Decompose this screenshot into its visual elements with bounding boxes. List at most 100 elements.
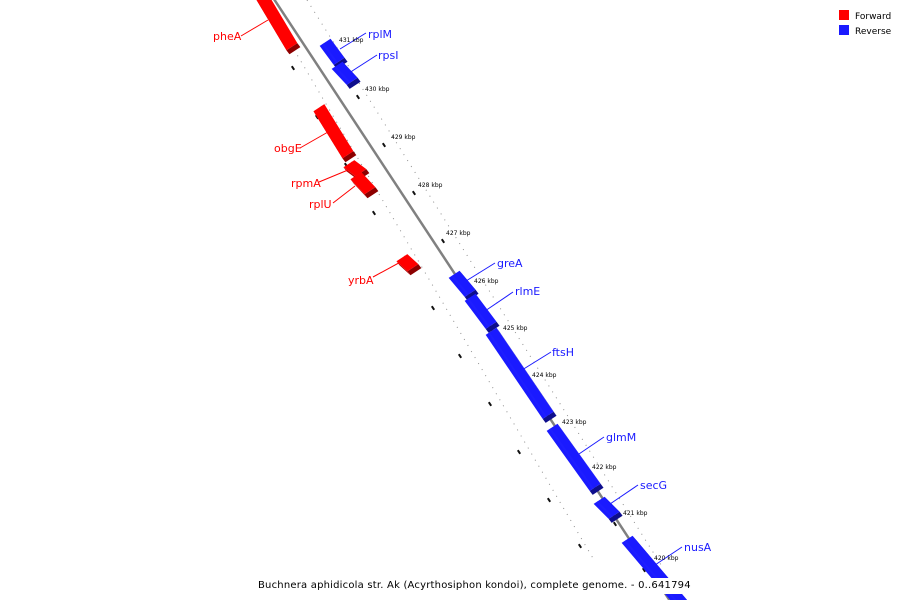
forward-legend-swatch	[839, 10, 849, 20]
legend: Forward Reverse	[839, 10, 892, 37]
gene-shadow	[557, 423, 604, 488]
axis-tick	[641, 567, 647, 573]
gene-label-obgE[interactable]: obgE	[274, 142, 302, 155]
gene-leader-line	[240, 19, 269, 37]
gene-label-rplM[interactable]: rplM	[368, 28, 392, 41]
gene-highlight	[549, 428, 594, 490]
axis-tick	[440, 238, 446, 244]
gene-body	[396, 254, 419, 272]
gene-leader-line	[348, 54, 378, 74]
gene-rplU[interactable]	[350, 172, 379, 199]
forward-guide-line	[264, 0, 595, 561]
genome-caption: Buchnera aphidicola str. Ak (Acyrthosiph…	[258, 580, 691, 591]
gene-label-secG[interactable]: secG	[640, 479, 667, 492]
gene-label-rplU[interactable]: rplU	[309, 198, 332, 211]
gene-body	[313, 104, 354, 159]
gene-shadow	[485, 321, 500, 333]
axis-tick	[457, 353, 463, 359]
gene-shadow	[542, 411, 557, 423]
gene-leader-line	[609, 484, 639, 505]
forward-legend-label: Forward	[855, 12, 891, 22]
gene-body	[546, 423, 601, 491]
gene-highlight	[357, 173, 373, 190]
gene-shadow	[396, 261, 411, 276]
gene-shadow	[346, 77, 361, 89]
gene-body	[331, 61, 358, 85]
gene-leader-line	[299, 131, 329, 149]
axis-tick	[430, 305, 436, 311]
gene-highlight	[451, 275, 469, 296]
axis-tick	[371, 210, 377, 216]
kbp-label: 428 kbp	[418, 182, 443, 189]
gene-label-nusA[interactable]: nusA	[684, 541, 712, 554]
gene-label-rpmA[interactable]: rpmA	[291, 177, 321, 190]
gene-yrbA[interactable]	[396, 254, 422, 276]
gene-highlight	[334, 66, 351, 84]
gene-shadow	[496, 327, 557, 416]
gene-shadow	[342, 151, 357, 163]
gene-ftsH[interactable]	[485, 327, 557, 423]
gene-highlight	[403, 255, 416, 267]
reverse-legend-label: Reverse	[855, 27, 892, 37]
gene-highlight	[350, 161, 364, 173]
axis-tick	[516, 449, 522, 455]
gene-shadow	[608, 511, 623, 523]
gene-label-greA[interactable]: greA	[497, 257, 523, 270]
gene-highlight	[596, 501, 613, 518]
gene-body	[448, 270, 476, 297]
kbp-label: 423 kbp	[562, 419, 587, 426]
gene-body	[343, 160, 367, 177]
gene-glmM[interactable]	[546, 423, 604, 495]
gene-pheA[interactable]	[255, 0, 301, 55]
gene-body	[485, 327, 554, 419]
kbp-label: 427 kbp	[446, 230, 471, 237]
gene-shadow	[407, 264, 422, 276]
kbp-label: 424 kbp	[532, 372, 557, 379]
gene-highlight	[467, 298, 490, 328]
gene-highlight	[488, 332, 547, 418]
kbp-label: 425 kbp	[503, 325, 528, 332]
gene-leader-line	[575, 436, 605, 457]
axis-tick	[290, 65, 296, 71]
gene-label-yrbA[interactable]: yrbA	[348, 274, 374, 287]
gene-shadow	[330, 38, 348, 62]
axis-tick	[546, 497, 552, 503]
gene-highlight	[322, 43, 338, 64]
axis-tick	[577, 543, 583, 549]
gene-highlight	[320, 105, 351, 154]
gene-leader-line	[484, 291, 514, 312]
gene-shadow	[350, 179, 368, 199]
gene-shadow	[286, 43, 301, 55]
axis-tick	[612, 521, 618, 527]
axis-tick	[487, 401, 493, 407]
gene-leader-line	[332, 185, 356, 204]
gene-label-rpsI[interactable]: rpsI	[378, 49, 398, 62]
gene-rpsI[interactable]	[331, 61, 361, 89]
gene-label-ftsH[interactable]: ftsH	[552, 346, 574, 359]
gene-leader-line	[654, 546, 683, 566]
gene-greA[interactable]	[448, 270, 479, 301]
gene-secG[interactable]	[593, 496, 623, 523]
gene-label-glmM[interactable]: glmM	[606, 431, 636, 444]
gene-shadow	[589, 483, 604, 495]
gene-obgE[interactable]	[313, 104, 357, 163]
caption-background	[255, 578, 694, 594]
gene-leader-line	[318, 169, 349, 183]
gene-body	[256, 0, 298, 51]
gene-body	[319, 38, 345, 65]
gene-label-pheA[interactable]: pheA	[213, 30, 242, 43]
reverse-legend-swatch	[839, 25, 849, 35]
gene-body	[464, 293, 497, 329]
gene-rlmE[interactable]	[464, 293, 500, 333]
gene-leader-line	[339, 32, 367, 50]
gene-label-rlmE[interactable]: rlmE	[515, 285, 540, 298]
gene-highlight	[624, 540, 677, 600]
gene-leader-line	[372, 258, 407, 278]
gene-leader-line	[465, 262, 496, 282]
axis-tick	[355, 94, 361, 100]
kbp-label: 431 kbp	[339, 37, 364, 44]
kbp-label: 421 kbp	[623, 510, 648, 517]
gene-body	[593, 496, 620, 519]
